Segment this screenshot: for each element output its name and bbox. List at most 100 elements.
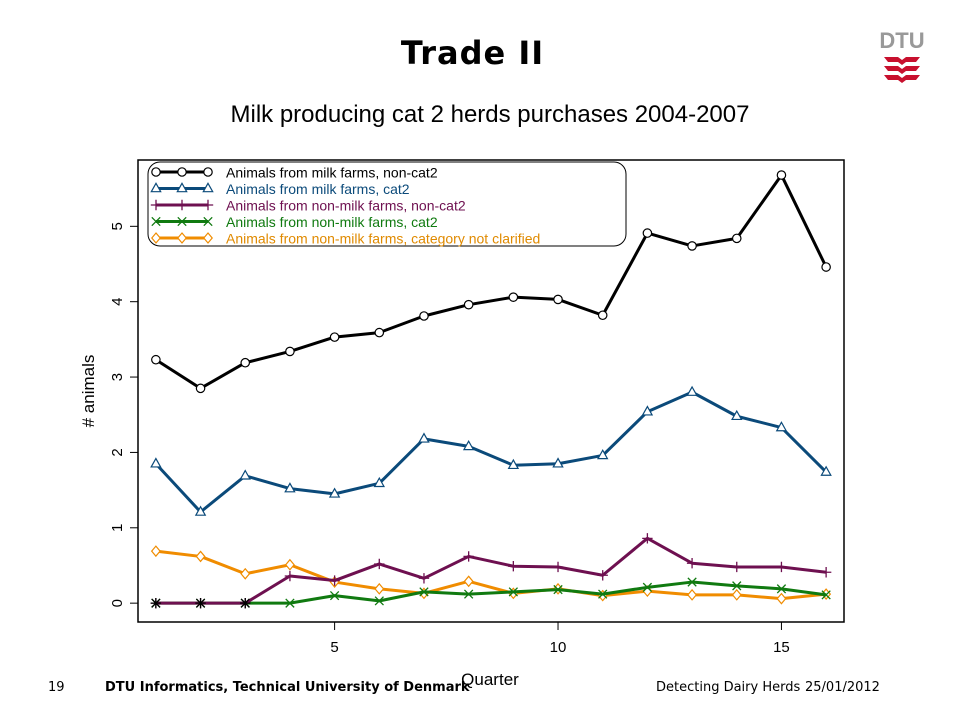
- data-point: [508, 561, 519, 572]
- data-point: [507, 458, 520, 470]
- legend-marker: [177, 232, 187, 244]
- data-point: [597, 310, 608, 321]
- data-point: [552, 561, 564, 573]
- legend-label: Animals from non-milk farms, cat2: [226, 214, 438, 230]
- y-axis-label: # animals: [79, 355, 98, 428]
- legend-marker: [177, 167, 187, 177]
- data-point: [419, 311, 429, 321]
- data-point: [240, 357, 251, 368]
- data-point: [374, 558, 385, 570]
- y-tick-label: 5: [109, 222, 126, 230]
- y-tick-label: 0: [109, 599, 126, 607]
- data-point: [463, 551, 474, 562]
- series-line: [155, 549, 827, 601]
- legend-item: Animals from non-milk farms, cat2: [151, 214, 438, 230]
- data-point: [374, 596, 384, 606]
- legend-label: Animals from milk farms, non-cat2: [226, 165, 438, 181]
- plot-frame: [137, 159, 845, 623]
- data-point: [775, 421, 788, 432]
- dtu-logo-mark: [884, 57, 920, 83]
- legend: Animals from milk farms, non-cat2Animals…: [150, 165, 540, 247]
- data-point: [285, 346, 295, 357]
- legend-marker: [150, 199, 162, 211]
- series-4: [151, 577, 831, 608]
- x-tick-label: 15: [773, 639, 790, 656]
- data-point: [195, 598, 206, 608]
- data-point: [776, 584, 787, 594]
- data-point: [150, 545, 161, 558]
- data-point: [419, 587, 429, 597]
- legend-label: Animals from non-milk farms, non-cat2: [226, 198, 466, 214]
- data-point: [240, 598, 250, 608]
- data-point: [374, 582, 385, 595]
- series-2: [150, 385, 832, 516]
- legend-marker: [150, 182, 162, 193]
- legend-marker: [176, 182, 188, 193]
- data-point: [641, 405, 654, 416]
- data-point: [284, 482, 296, 493]
- x-axis: 5 10 15: [330, 622, 790, 656]
- data-point: [598, 589, 608, 599]
- legend-marker: [203, 167, 213, 177]
- data-point: [821, 590, 831, 600]
- data-point: [553, 584, 563, 595]
- data-point: [687, 588, 698, 601]
- data-point: [239, 469, 251, 480]
- data-point: [821, 262, 831, 272]
- data-point: [329, 332, 340, 342]
- data-point: [642, 228, 653, 238]
- legend-marker: [151, 216, 161, 227]
- data-point: [732, 581, 742, 591]
- data-point: [463, 575, 474, 588]
- legend-label: Animals from non-milk farms, category no…: [226, 231, 540, 247]
- y-tick-label: 2: [109, 448, 126, 456]
- data-point: [686, 558, 698, 569]
- series-1: [151, 170, 831, 394]
- data-point: [642, 582, 653, 592]
- footer-page-number: 19: [48, 680, 65, 695]
- footer-presentation: Detecting Dairy Herds: [656, 680, 801, 695]
- series-line: [155, 580, 827, 605]
- data-point: [463, 299, 474, 310]
- data-point: [329, 575, 340, 586]
- x-tick-label: 5: [330, 639, 338, 656]
- legend-item: Animals from milk farms, cat2: [150, 181, 410, 197]
- data-point: [374, 327, 385, 338]
- x-axis-label: Quarter: [461, 670, 519, 689]
- y-tick-label: 1: [109, 524, 126, 532]
- data-point: [463, 589, 474, 599]
- data-point: [151, 354, 161, 365]
- zero-overlap-markers: [150, 597, 251, 609]
- legend-marker: [202, 199, 214, 211]
- series-layer: [150, 170, 832, 609]
- legend-marker: [151, 232, 161, 244]
- data-point: [776, 592, 787, 605]
- legend-box: [147, 161, 627, 247]
- y-axis: 0 1 2 3 4 5: [109, 222, 138, 607]
- data-point: [508, 587, 519, 597]
- data-point: [687, 241, 697, 251]
- data-point: [552, 457, 564, 468]
- legend-label: Animals from milk farms, cat2: [226, 181, 410, 197]
- data-point: [776, 170, 787, 180]
- data-point: [418, 573, 430, 584]
- data-point: [731, 409, 743, 421]
- data-point: [597, 589, 608, 602]
- legend-marker: [151, 167, 161, 177]
- data-point: [194, 505, 207, 516]
- data-point: [553, 294, 563, 305]
- data-point: [328, 487, 341, 498]
- legend-marker: [203, 216, 213, 227]
- data-point: [731, 588, 742, 601]
- dtu-logo: DTU: [879, 28, 925, 83]
- data-point: [150, 457, 162, 468]
- data-point: [686, 385, 698, 396]
- data-point: [285, 598, 295, 608]
- series-5: [150, 545, 832, 605]
- data-point: [642, 533, 653, 544]
- x-tick-label: 10: [550, 639, 567, 656]
- data-point: [820, 465, 832, 476]
- data-point: [508, 292, 519, 302]
- legend-item: Animals from non-milk farms, non-cat2: [150, 198, 466, 214]
- series-line: [155, 536, 827, 605]
